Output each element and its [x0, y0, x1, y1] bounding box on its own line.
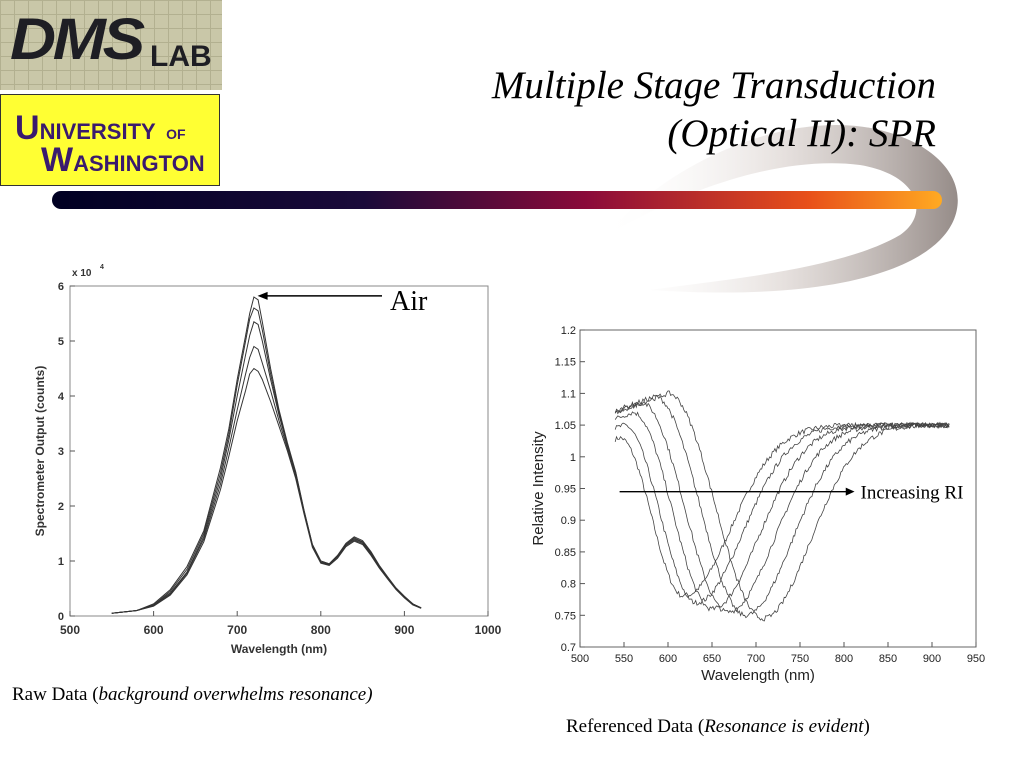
x-tick-label: 500 [60, 623, 80, 637]
x-tick-label: 900 [394, 623, 414, 637]
x-tick-label: 750 [791, 653, 809, 665]
x-tick-label: 550 [615, 653, 633, 665]
raw-spectrum-chart: 500 600 700 800 900 1000 0 1 2 3 4 5 6 x 10 4 Wavelengt… [33, 264, 502, 656]
spectrum-line-2 [111, 296, 422, 614]
air-annotation: Air [390, 286, 428, 317]
y-tick-label: 3 [58, 446, 64, 458]
dms-lab-logo: DMS LAB [0, 0, 222, 90]
y-multiplier-exponent: 4 [100, 264, 104, 271]
y-tick-label: 1.1 [561, 388, 576, 400]
dms-logo-text: DMS [10, 7, 145, 72]
referenced-line-2 [614, 421, 950, 606]
y-tick-label: 1.05 [555, 420, 576, 432]
x-axis-label: Wavelength (nm) [701, 667, 815, 684]
spectrum-line-5 [111, 367, 422, 614]
spectrum-line-1 [111, 307, 422, 614]
slide-title-line1: Multiple Stage Transduction [491, 64, 936, 107]
y-tick-label: 2 [58, 501, 64, 513]
x-tick-label: 650 [703, 653, 721, 665]
uw-logo-line1: UNIVERSITY OF [15, 109, 186, 147]
referenced-line-5 [614, 394, 950, 619]
referenced-line-6 [615, 390, 950, 622]
swoosh-shape [600, 124, 958, 293]
referenced-line-4 [614, 402, 950, 614]
x-tick-label: 800 [835, 653, 853, 665]
x-axis-label: Wavelength (nm) [231, 642, 327, 656]
y-tick-label: 4 [58, 391, 65, 403]
y-tick-label: 0.95 [555, 484, 576, 496]
x-tick-label: 850 [879, 653, 897, 665]
air-arrow-head [257, 291, 268, 300]
x-tick-label: 900 [923, 653, 941, 665]
x-tick-label: 800 [311, 623, 331, 637]
y-tick-label: 0.9 [561, 515, 576, 527]
x-tick-label: 700 [747, 653, 765, 665]
y-tick-label: 0.8 [561, 579, 576, 591]
y-tick-label: 1 [570, 452, 576, 464]
university-of-washington-logo: UNIVERSITY OF WASHINGTON [0, 94, 220, 186]
referenced-spectrum-chart: 500 550 600 650 700 750 800 850 900 950 0.7 0.75 0.8… [530, 325, 985, 684]
y-tick-label: 1.2 [561, 325, 576, 337]
y-tick-label: 6 [58, 281, 64, 293]
ri-arrow-head [845, 487, 855, 496]
y-tick-label: 5 [58, 336, 64, 348]
referenced-line-3 [614, 411, 950, 612]
y-tick-label: 0.7 [561, 642, 576, 654]
y-multiplier-label: x 10 [72, 268, 92, 279]
left-caption: Raw Data (background overwhelms resonanc… [12, 684, 373, 705]
slide-title-line2: (Optical II): SPR [667, 112, 936, 155]
title-underline-bar [52, 191, 942, 209]
right-caption: Referenced Data (Resonance is evident) [566, 716, 870, 737]
lab-logo-text: LAB [150, 40, 212, 73]
y-tick-label: 0.85 [555, 547, 576, 559]
x-tick-label: 1000 [475, 623, 502, 637]
spectrum-line-4 [111, 345, 422, 614]
x-tick-label: 950 [967, 653, 985, 665]
x-tick-label: 700 [227, 623, 247, 637]
y-tick-label: 0.75 [555, 610, 576, 622]
increasing-ri-annotation: Increasing RI [861, 483, 964, 504]
y-tick-label: 1.15 [555, 357, 576, 369]
y-tick-label: 0 [58, 611, 64, 623]
plot-frame [69, 285, 489, 617]
y-axis-label: Spectrometer Output (counts) [33, 366, 47, 537]
x-tick-label: 600 [144, 623, 164, 637]
spectrum-line-3 [111, 321, 422, 614]
y-tick-label: 1 [58, 556, 64, 568]
slide-title: Multiple Stage Transduction (Optical II)… [492, 62, 936, 158]
x-tick-label: 600 [659, 653, 677, 665]
y-axis-label: Relative Intensity [530, 431, 547, 546]
referenced-line-1 [614, 421, 950, 599]
x-tick-label: 500 [571, 653, 589, 665]
uw-logo-line2: WASHINGTON [41, 141, 205, 179]
